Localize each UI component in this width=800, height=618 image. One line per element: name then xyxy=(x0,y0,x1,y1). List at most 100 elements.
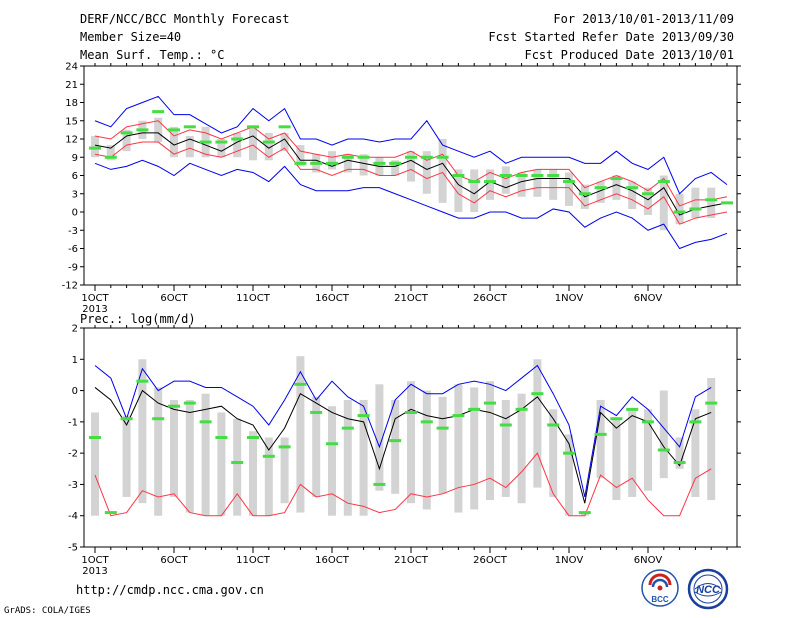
header-variable: Mean Surf. Temp.: °C xyxy=(80,48,225,62)
temp-median-mark xyxy=(610,177,623,181)
temp-ytick-label: -6 xyxy=(68,244,78,255)
temp-box xyxy=(122,129,131,152)
temp-box xyxy=(249,126,257,161)
temp-median-mark xyxy=(531,174,544,177)
prec-box xyxy=(391,399,400,494)
temp-median-mark xyxy=(657,180,670,184)
temp-box xyxy=(596,181,605,203)
temp-box xyxy=(659,175,668,231)
prec-xtick-label: 26OCT xyxy=(473,555,508,566)
temp-median-mark xyxy=(578,192,591,196)
prec-median-mark xyxy=(705,401,718,405)
temp-median-mark xyxy=(515,174,528,177)
temp-box xyxy=(422,151,431,194)
temp-xtick-label: 1OCT xyxy=(81,293,109,304)
prec-xtick-label: 21OCT xyxy=(394,555,429,566)
temp-box xyxy=(359,154,368,176)
prec-median-mark xyxy=(436,426,449,430)
temp-median-mark xyxy=(484,180,496,184)
prec-median-mark xyxy=(468,407,481,411)
temp-box xyxy=(470,169,479,212)
temp-median-mark xyxy=(452,174,465,177)
precip-panel-title: Prec.: log(mm/d) xyxy=(80,312,196,326)
prec-ytick-label: 2 xyxy=(72,324,78,335)
prec-box xyxy=(501,399,510,497)
prec-ytick-label: -3 xyxy=(68,480,78,491)
temp-median-mark xyxy=(136,128,149,132)
temp-median-mark xyxy=(689,207,702,211)
prec-box xyxy=(438,396,447,494)
prec-xtick-label: 16OCT xyxy=(315,555,350,566)
footer-url[interactable]: http://cmdp.ncc.cma.gov.cn xyxy=(76,583,264,597)
temp-box xyxy=(517,172,526,197)
temp-median-mark xyxy=(89,146,101,150)
temp-box xyxy=(343,154,352,173)
prec-median-mark xyxy=(610,417,623,421)
prec-box xyxy=(233,418,242,516)
prec-box xyxy=(628,409,637,497)
prec-median-mark xyxy=(499,423,512,427)
prec-mean-line xyxy=(94,387,712,504)
prec-box xyxy=(312,396,321,497)
temp-box xyxy=(233,132,242,158)
temp-xtick-label: 11OCT xyxy=(236,293,271,304)
prec-box xyxy=(486,381,494,501)
prec-median-mark xyxy=(515,407,528,411)
prec-box xyxy=(170,399,178,497)
temp-median-mark xyxy=(594,186,607,190)
prec-box xyxy=(549,409,558,497)
temp-median-mark xyxy=(547,174,560,177)
prec-median-mark xyxy=(310,410,323,414)
prec-xtick-label: 1NOV xyxy=(555,555,584,566)
temp-xtick-label: 1NOV xyxy=(555,293,584,304)
temp-ytick-label: 3 xyxy=(72,189,78,200)
prec-box xyxy=(644,409,652,491)
prec-median-mark xyxy=(689,420,702,424)
temperature-panel: -12 -9 -6 -3 0 3 6 9 12 15 18 21 24 1OCT 6OCT 11OCT 16OC… xyxy=(62,62,741,315)
temp-box xyxy=(644,187,652,216)
temp-median-mark xyxy=(642,192,654,196)
prec-box xyxy=(91,412,99,516)
prec-ytick-label: -1 xyxy=(68,417,78,428)
prec-box xyxy=(659,390,668,479)
prec-median-mark xyxy=(389,439,402,443)
temp-median-mark xyxy=(436,155,449,159)
temp-median-mark xyxy=(673,210,686,214)
prec-median-mark xyxy=(531,392,544,396)
prec-box xyxy=(375,384,384,491)
temp-median-mark xyxy=(705,198,718,202)
prec-box xyxy=(217,412,226,516)
temp-box xyxy=(675,193,684,225)
temp-box xyxy=(533,169,542,197)
prec-xtick-label: 11OCT xyxy=(236,555,271,566)
bcc-logo-text: BCC xyxy=(651,595,669,604)
temp-median-mark xyxy=(326,161,338,165)
prec-box xyxy=(185,399,194,513)
temp-median-mark xyxy=(231,137,244,141)
prec-ytick-label: 0 xyxy=(72,386,78,397)
temp-box xyxy=(217,139,226,158)
temp-median-mark xyxy=(168,128,180,132)
temp-box xyxy=(264,132,273,161)
header-forecast-period: For 2013/10/01-2013/11/09 xyxy=(553,12,734,26)
temp-box xyxy=(296,145,305,167)
temp-ytick-label: -9 xyxy=(68,262,78,273)
prec-median-mark xyxy=(231,461,244,465)
prec-median-mark xyxy=(563,451,575,455)
temp-xtick-label: 26OCT xyxy=(473,293,508,304)
temp-median-mark xyxy=(389,161,402,165)
prec-box xyxy=(691,409,700,497)
temp-box xyxy=(106,145,115,161)
prec-box xyxy=(422,390,431,510)
temp-box xyxy=(154,117,163,143)
prec-median-mark xyxy=(626,407,639,411)
temp-ytick-label: 12 xyxy=(65,135,78,146)
temp-box xyxy=(501,166,510,194)
prec-box xyxy=(154,387,163,516)
prec-box xyxy=(264,437,273,516)
temp-xtick-label: 6OCT xyxy=(160,293,188,304)
temp-box xyxy=(185,135,194,158)
temp-xtick-label: 6NOV xyxy=(634,293,663,304)
prec-median-mark xyxy=(547,423,560,427)
